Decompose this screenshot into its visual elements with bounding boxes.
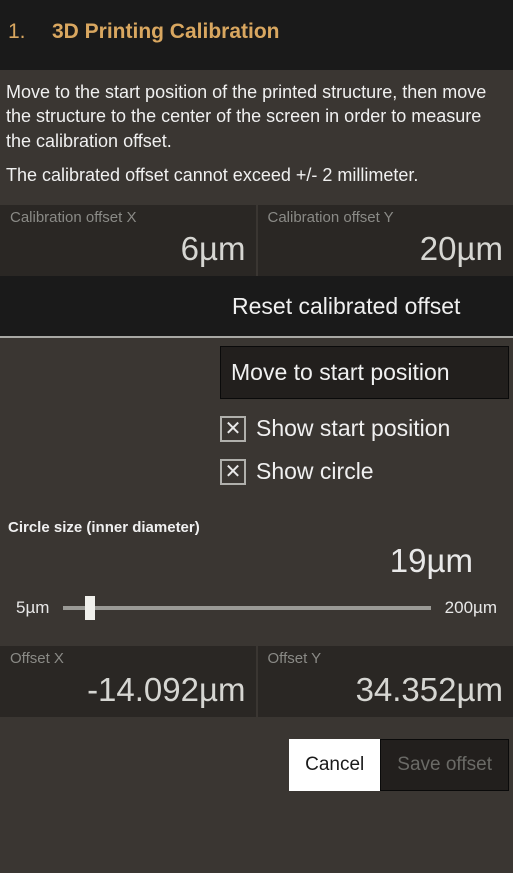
offsets-row: Offset X -14.092µm Offset Y 34.352µm	[0, 646, 513, 717]
offset-y-cell: Offset Y 34.352µm	[256, 646, 513, 717]
cancel-button[interactable]: Cancel	[289, 739, 380, 791]
cal-offset-x-value: 6µm	[10, 230, 246, 268]
offset-y-value: 34.352µm	[268, 671, 504, 709]
offset-x-label: Offset X	[10, 650, 246, 667]
circle-size-slider-row: 5µm 200µm	[8, 598, 505, 618]
circle-size-label: Circle size (inner diameter)	[8, 519, 505, 536]
cal-offset-y-cell: Calibration offset Y 20µm	[256, 205, 513, 276]
slider-thumb[interactable]	[85, 596, 95, 620]
reset-row: Reset calibrated offset	[0, 276, 513, 336]
slider-max-label: 200µm	[445, 598, 497, 618]
offset-x-cell: Offset X -14.092µm	[0, 646, 256, 717]
save-offset-button[interactable]: Save offset	[380, 739, 509, 791]
offset-x-value: -14.092µm	[10, 671, 246, 709]
cal-offset-y-value: 20µm	[268, 230, 504, 268]
dialog-header: 1. 3D Printing Calibration	[0, 0, 513, 70]
cal-offset-y-label: Calibration offset Y	[268, 209, 504, 226]
show-start-checkbox[interactable]: ✕	[220, 416, 246, 442]
x-mark-icon: ✕	[225, 419, 242, 439]
x-mark-icon: ✕	[225, 462, 242, 482]
show-circle-row: ✕ Show circle	[0, 458, 513, 485]
move-btn-label: Move to start position	[231, 359, 450, 385]
move-to-start-button[interactable]: Move to start position	[220, 346, 509, 399]
show-circle-checkbox[interactable]: ✕	[220, 459, 246, 485]
show-start-label: Show start position	[256, 415, 450, 442]
calibration-offsets-row: Calibration offset X 6µm Calibration off…	[0, 205, 513, 276]
circle-size-section: Circle size (inner diameter) 19µm 5µm 20…	[0, 485, 513, 618]
spacer	[0, 276, 222, 336]
offset-y-label: Offset Y	[268, 650, 504, 667]
cal-offset-x-cell: Calibration offset X 6µm	[0, 205, 256, 276]
slider-min-label: 5µm	[16, 598, 49, 618]
spacer	[0, 338, 513, 346]
show-start-row: ✕ Show start position	[0, 415, 513, 442]
spacer	[0, 346, 220, 399]
reset-btn-label: Reset calibrated offset	[232, 293, 460, 320]
move-row: Move to start position	[0, 346, 513, 399]
cal-offset-x-label: Calibration offset X	[10, 209, 246, 226]
step-number: 1.	[8, 20, 26, 43]
show-circle-label: Show circle	[256, 458, 374, 485]
dialog-title: 3D Printing Calibration	[52, 20, 280, 43]
reset-calibrated-offset-button[interactable]: Reset calibrated offset	[222, 276, 513, 336]
circle-size-value: 19µm	[8, 542, 505, 580]
instruction-text-2: The calibrated offset cannot exceed +/- …	[6, 163, 507, 187]
dialog-footer: Cancel Save offset	[0, 717, 513, 799]
circle-size-slider[interactable]	[63, 606, 430, 610]
instruction-text-1: Move to the start position of the printe…	[6, 80, 507, 153]
instructions-block: Move to the start position of the printe…	[0, 70, 513, 205]
